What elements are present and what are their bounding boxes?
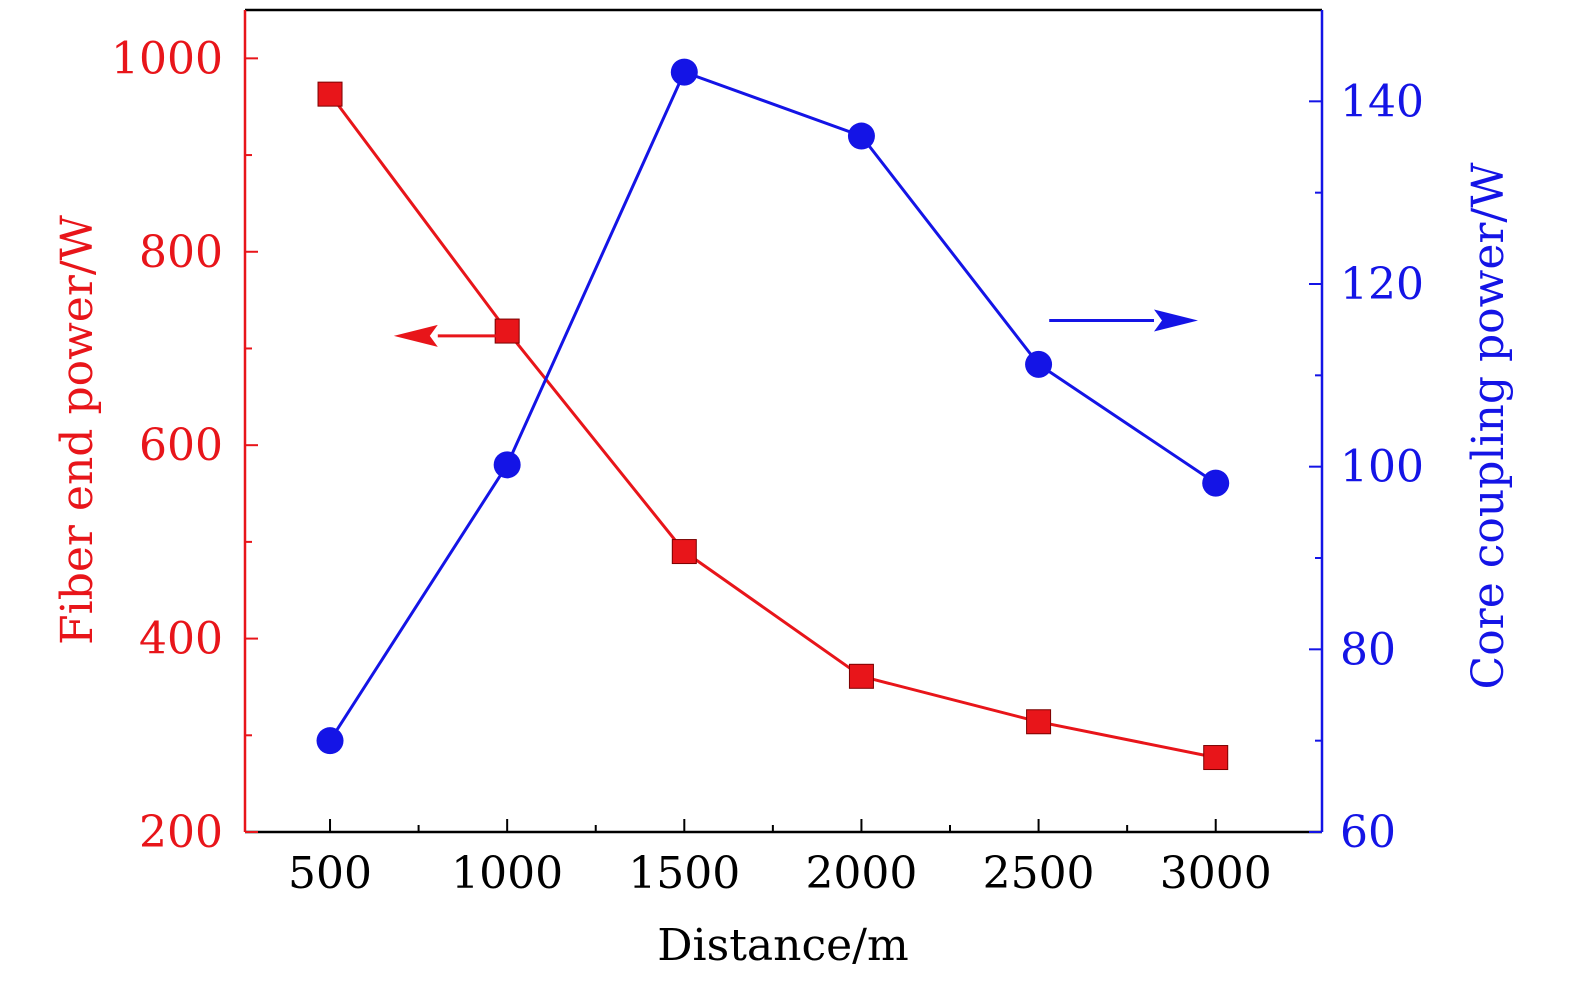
plot-frame: [243, 8, 1324, 834]
x-tick-label: 2000: [805, 848, 917, 899]
data-point-circle: [1202, 469, 1230, 497]
data-point-circle: [670, 58, 698, 86]
data-point-square: [848, 663, 874, 689]
data-point-square: [1026, 709, 1052, 735]
y-right-tick-label: 120: [1340, 259, 1424, 310]
x-tick-label: 500: [288, 848, 372, 899]
data-point-square: [671, 539, 697, 565]
y-left-tick-label: 1000: [111, 33, 223, 84]
y-right-tick-label: 80: [1340, 624, 1396, 675]
x-axis-title: Distance/m: [657, 920, 908, 971]
y-axis-right-title: Core coupling power/W: [1463, 162, 1514, 690]
y-right-tick-label: 100: [1340, 442, 1424, 493]
right-arrowhead-icon: [1154, 309, 1199, 332]
y-axis-left: 200 400 600 800 1000: [111, 33, 258, 858]
series-line-core-coupling-power: [328, 70, 1217, 742]
data-point-circle: [493, 451, 521, 479]
y-left-tick-label: 400: [139, 614, 223, 665]
x-tick-label: 1000: [451, 848, 563, 899]
data-point-circle: [847, 122, 875, 150]
y-right-tick-label: 140: [1340, 76, 1424, 127]
x-tick-label: 3000: [1160, 848, 1272, 899]
left-arrowhead-icon: [393, 324, 438, 347]
data-point-square: [494, 318, 520, 344]
series-layer: [316, 58, 1230, 771]
y-left-tick-label: 200: [139, 807, 223, 858]
y-right-tick-label: 60: [1340, 807, 1396, 858]
data-point-circle: [316, 727, 344, 755]
data-point-square: [1203, 745, 1229, 771]
y-left-tick-label: 800: [139, 227, 223, 278]
series-line-fiber-end-power: [328, 93, 1216, 759]
data-point-square: [317, 81, 343, 107]
x-tick-label: 2500: [983, 848, 1095, 899]
x-axis: 500 1000 1500 2000 2500 3000: [288, 819, 1272, 899]
x-tick-label: 1500: [628, 848, 740, 899]
y-axis-left-title: Fiber end power/W: [52, 214, 103, 645]
data-point-circle: [1025, 350, 1053, 378]
y-axis-right: 60 80 100 120 140: [1309, 76, 1424, 858]
y-left-tick-label: 600: [139, 420, 223, 471]
annotation-layer: [393, 309, 1199, 347]
